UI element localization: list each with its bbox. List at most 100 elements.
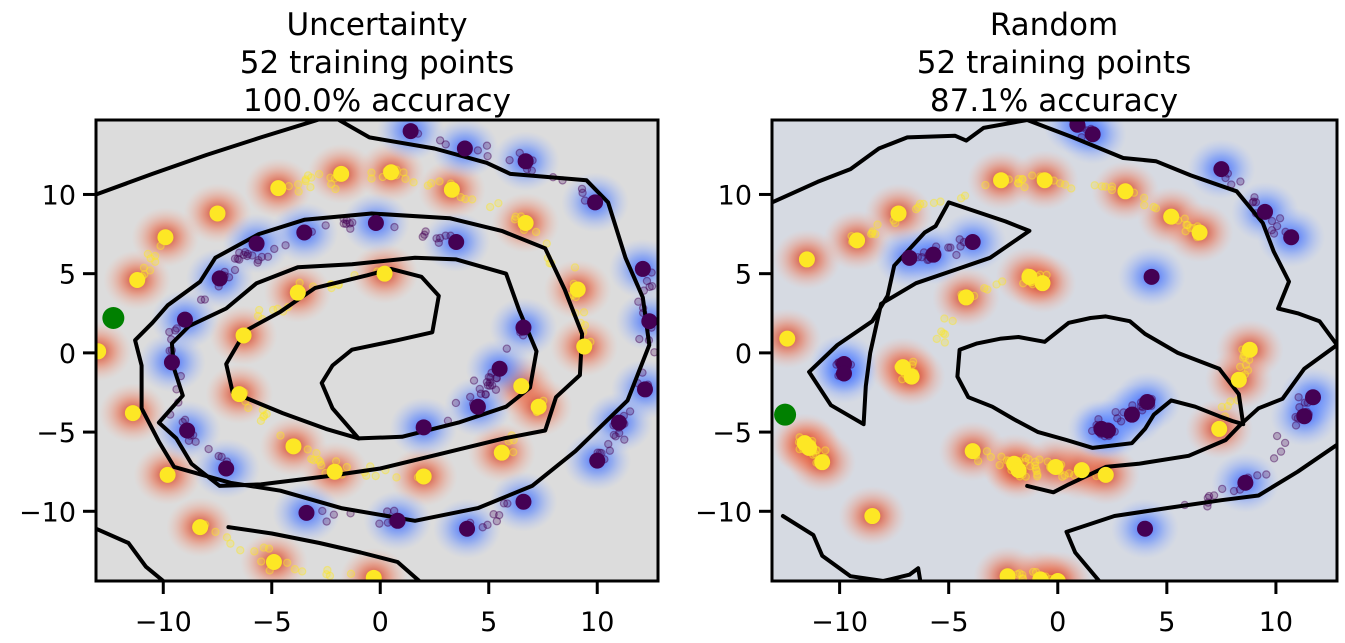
unlabeled-point — [171, 326, 180, 335]
unlabeled-point — [1183, 220, 1192, 230]
labeled-point-class0 — [589, 452, 606, 469]
unlabeled-point — [309, 455, 318, 465]
labeled-point-class0 — [163, 354, 180, 371]
unlabeled-point — [509, 447, 518, 457]
labeled-point-class1 — [1230, 371, 1247, 388]
unlabeled-point — [259, 543, 268, 552]
labeled-point-class0 — [1123, 406, 1140, 423]
labeled-point-class0 — [298, 504, 315, 521]
unlabeled-point — [200, 295, 210, 304]
unlabeled-point — [243, 249, 253, 259]
unlabeled-point — [434, 238, 443, 247]
panel-uncertainty: Uncertainty 52 training points 100.0% ac… — [19, 7, 660, 638]
labeled-point-class0 — [1069, 120, 1086, 133]
unlabeled-point — [1031, 457, 1040, 467]
unlabeled-point — [435, 136, 445, 145]
labeled-point-class0 — [218, 460, 235, 477]
unlabeled-point — [487, 381, 497, 390]
unlabeled-point — [948, 316, 957, 326]
panel-title-line-3: 100.0% accuracy — [243, 83, 511, 119]
unlabeled-point — [392, 473, 401, 482]
unlabeled-point — [476, 389, 486, 398]
class0-glow — [376, 120, 445, 162]
unlabeled-point — [270, 244, 279, 254]
panel-title-line-1: Uncertainty — [286, 7, 467, 43]
labeled-point-class1 — [157, 229, 174, 246]
y-tick-label: −10 — [19, 497, 76, 528]
x-tick-label: 0 — [1049, 607, 1066, 638]
unlabeled-point — [939, 329, 948, 338]
unlabeled-point — [1107, 185, 1117, 195]
labeled-point-class0 — [515, 493, 532, 510]
unlabeled-point — [341, 219, 351, 229]
labeled-point-class0 — [517, 153, 534, 170]
unlabeled-point — [1024, 454, 1033, 464]
unlabeled-point — [1251, 198, 1261, 207]
unlabeled-point — [997, 277, 1007, 286]
unlabeled-point — [230, 254, 240, 263]
panel-title-line-2: 52 training points — [240, 45, 514, 81]
x-tick-label: −10 — [135, 607, 192, 638]
unlabeled-point — [1267, 225, 1277, 235]
unlabeled-point — [1014, 178, 1023, 188]
unlabeled-point — [322, 517, 331, 526]
unlabeled-point — [577, 184, 587, 194]
unlabeled-point — [1243, 366, 1253, 375]
unlabeled-point — [418, 232, 427, 241]
labeled-point-class1 — [326, 463, 343, 480]
unlabeled-point — [242, 251, 252, 261]
labeled-point-class1 — [513, 378, 530, 395]
unlabeled-point — [244, 403, 253, 413]
unlabeled-point — [494, 198, 503, 208]
labeled-point-class1 — [569, 281, 586, 298]
unlabeled-point — [435, 233, 445, 243]
labeled-point-class0 — [587, 194, 604, 211]
unlabeled-point — [1182, 220, 1191, 230]
unlabeled-point — [281, 241, 290, 250]
labeled-point-class1 — [903, 368, 920, 385]
unlabeled-point — [307, 454, 316, 464]
unlabeled-point — [481, 390, 490, 399]
unlabeled-point — [1217, 484, 1227, 494]
unlabeled-point — [139, 263, 149, 272]
labeled-point-class1 — [1073, 462, 1090, 479]
unlabeled-point — [326, 173, 335, 182]
unlabeled-point — [346, 569, 356, 579]
labeled-point-class0 — [1213, 161, 1230, 178]
decision-boundary-layer — [772, 120, 1337, 581]
unlabeled-point — [1018, 174, 1027, 184]
labeled-point-class0 — [491, 360, 508, 377]
axis-ticks: −10 −5 0 5 10 10 5 0 −5 −10 — [19, 180, 614, 638]
unlabeled-point — [983, 285, 992, 294]
unlabeled-point — [609, 430, 619, 440]
unlabeled-point — [432, 234, 441, 243]
x-tick-label: 5 — [480, 607, 497, 638]
panel-random: Random 52 training points 87.1% accuracy… — [695, 7, 1339, 638]
labeled-point-class1 — [443, 181, 460, 198]
unlabeled-point — [475, 384, 484, 394]
labeled-point-class0 — [634, 260, 651, 277]
unlabeled-point — [233, 254, 242, 264]
unlabeled-point — [635, 334, 644, 344]
decision-boundary — [96, 526, 166, 581]
unlabeled-point — [1272, 221, 1282, 231]
query-point — [774, 403, 797, 426]
unlabeled-point — [1236, 177, 1245, 186]
unlabeled-point — [483, 520, 492, 530]
labeled-point-class0 — [1283, 229, 1300, 246]
unlabeled-point — [326, 179, 336, 189]
unlabeled-point — [214, 451, 223, 461]
unlabeled-point — [1248, 198, 1257, 207]
labeled-point-class1 — [129, 272, 146, 289]
unlabeled-point — [1020, 182, 1029, 192]
unlabeled-point — [625, 407, 635, 416]
unlabeled-point — [290, 565, 300, 574]
unlabeled-point — [284, 181, 294, 191]
y-tick-label: 5 — [59, 260, 76, 291]
unlabeled-point — [503, 499, 512, 508]
unlabeled-point — [293, 180, 303, 189]
labeled-point-class0 — [248, 235, 265, 252]
unlabeled-point — [1262, 470, 1271, 479]
unlabeled-point — [478, 523, 487, 532]
unlabeled-point — [248, 251, 257, 260]
